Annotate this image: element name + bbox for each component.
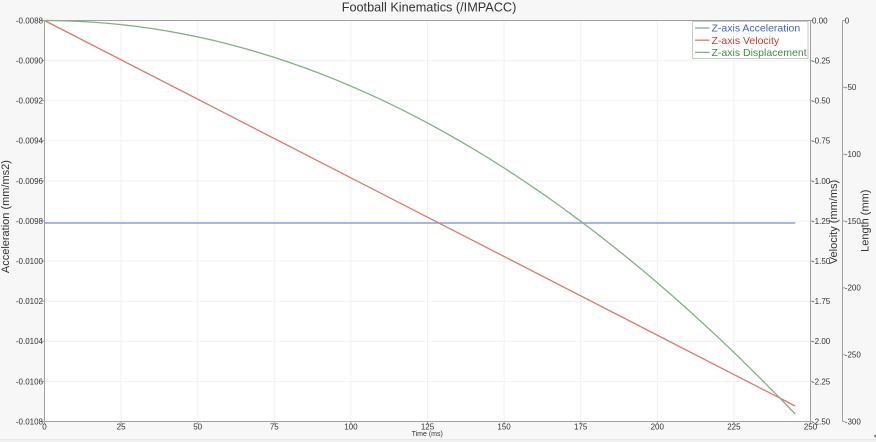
svg-text:-0.0102: -0.0102	[16, 297, 44, 306]
svg-text:Length (mm): Length (mm)	[859, 190, 871, 252]
svg-text:-0.0100: -0.0100	[16, 257, 44, 266]
svg-text:-0.75: -0.75	[812, 137, 831, 146]
svg-text:-150: -150	[845, 217, 862, 226]
svg-text:0.00: 0.00	[812, 16, 828, 25]
svg-text:125: 125	[421, 422, 435, 431]
svg-text:-2.00: -2.00	[812, 337, 831, 346]
svg-text:-0.0094: -0.0094	[16, 137, 44, 146]
svg-text:-2.25: -2.25	[812, 377, 831, 386]
svg-text:-0.0090: -0.0090	[16, 57, 44, 66]
svg-text:250: 250	[804, 422, 818, 431]
svg-text:-1.00: -1.00	[812, 177, 831, 186]
svg-text:-0.0092: -0.0092	[16, 97, 44, 106]
svg-text:Time (ms): Time (ms)	[412, 431, 443, 438]
svg-text:-1.25: -1.25	[812, 217, 831, 226]
svg-text:0: 0	[845, 16, 850, 25]
svg-text:-0.0096: -0.0096	[16, 177, 44, 186]
svg-text:200: 200	[651, 422, 665, 431]
svg-text:-0.0106: -0.0106	[16, 377, 44, 386]
svg-text:Football Kinematics (/IMPACC): Football Kinematics (/IMPACC)	[342, 1, 517, 15]
svg-text:-0.0098: -0.0098	[16, 217, 44, 226]
svg-text:175: 175	[574, 422, 588, 431]
svg-text:225: 225	[727, 422, 741, 431]
svg-text:-2.50: -2.50	[812, 417, 831, 426]
svg-text:100: 100	[344, 422, 358, 431]
svg-text:-0.0088: -0.0088	[16, 16, 44, 25]
svg-text:-0.0104: -0.0104	[16, 337, 44, 346]
svg-text:-250: -250	[845, 351, 862, 360]
svg-text:Z-axis Acceleration: Z-axis Acceleration	[712, 23, 801, 35]
svg-text:-0.50: -0.50	[812, 97, 831, 106]
svg-text:25: 25	[117, 422, 126, 431]
svg-text:-100: -100	[845, 150, 862, 159]
svg-text:Z-axis Velocity: Z-axis Velocity	[712, 35, 780, 47]
svg-text:-200: -200	[845, 284, 862, 293]
svg-text:Acceleration (mm/ms2): Acceleration (mm/ms2)	[0, 160, 12, 273]
svg-text:Z-axis Displacement: Z-axis Displacement	[712, 47, 807, 59]
svg-text:Velocity (mm/ms): Velocity (mm/ms)	[828, 180, 840, 264]
svg-text:150: 150	[497, 422, 511, 431]
svg-text:50: 50	[193, 422, 202, 431]
svg-text:-0.0108: -0.0108	[16, 417, 44, 426]
svg-text:0: 0	[42, 422, 47, 431]
svg-text:75: 75	[270, 422, 279, 431]
svg-text:-1.75: -1.75	[812, 297, 831, 306]
svg-text:-0.25: -0.25	[812, 57, 831, 66]
svg-text:-50: -50	[845, 83, 857, 92]
svg-text:-1.50: -1.50	[812, 257, 831, 266]
svg-text:-300: -300	[845, 417, 862, 426]
